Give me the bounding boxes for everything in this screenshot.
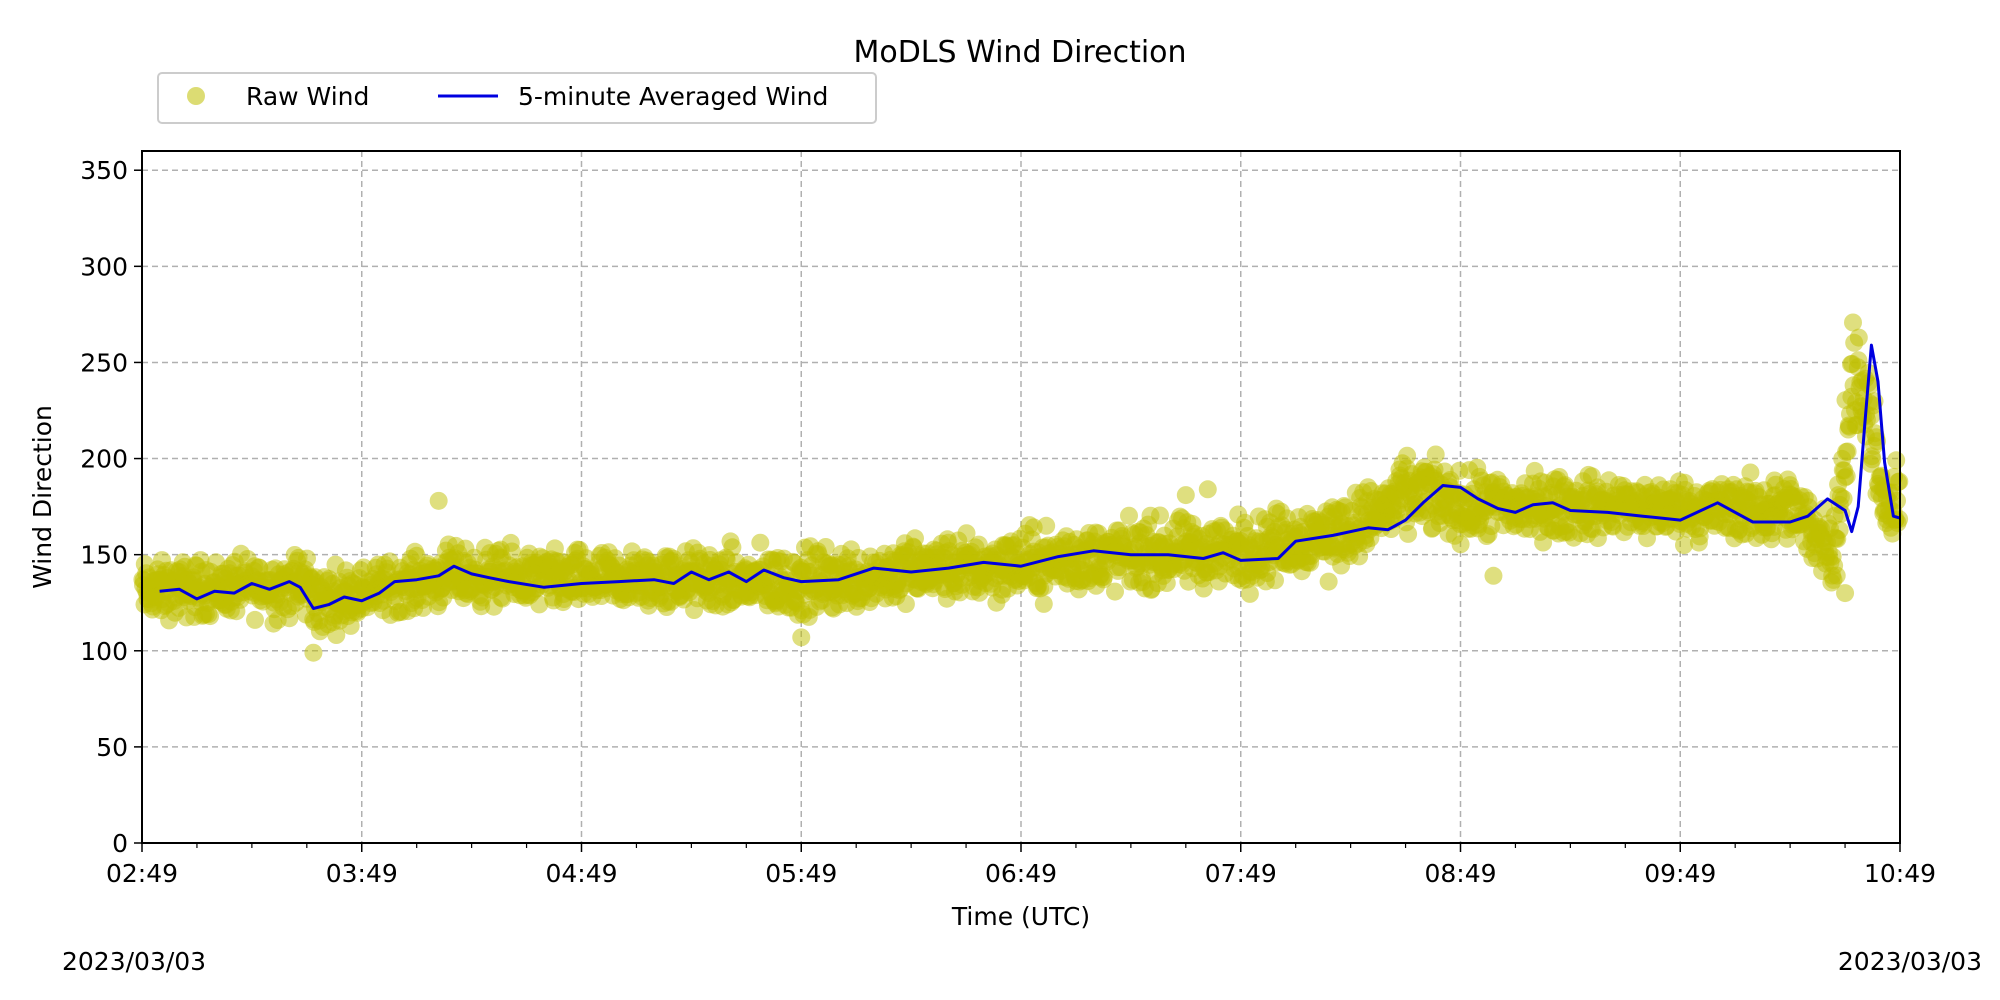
raw-wind-point xyxy=(429,491,448,510)
date-left: 2023/03/03 xyxy=(62,947,206,976)
raw-wind-point xyxy=(1194,579,1213,598)
averaged-wind-line xyxy=(159,343,1901,610)
legend-frame xyxy=(157,72,877,124)
y-tick-label: 250 xyxy=(80,348,128,377)
x-tick-label: 10:49 xyxy=(1864,859,1936,888)
legend-raw-wind-marker xyxy=(187,87,205,105)
grid-lines xyxy=(142,151,1900,843)
raw-wind-point xyxy=(1887,451,1906,470)
x-tick-label: 03:49 xyxy=(326,859,398,888)
raw-wind-point xyxy=(327,626,346,644)
raw-wind-point xyxy=(1319,572,1338,591)
x-tick-label: 05:49 xyxy=(765,859,837,888)
raw-wind-point xyxy=(530,595,549,614)
x-tick-label: 02:49 xyxy=(106,859,178,888)
raw-wind-point xyxy=(906,529,924,548)
x-tick-label: 06:49 xyxy=(985,859,1057,888)
raw-wind-point xyxy=(1844,313,1862,332)
raw-wind-point xyxy=(1534,533,1553,552)
raw-wind-point xyxy=(751,533,770,552)
x-axis-label: Time (UTC) xyxy=(951,902,1090,931)
y-tick-label: 150 xyxy=(80,541,128,570)
y-tick-label: 200 xyxy=(80,445,128,474)
raw-wind-point xyxy=(502,542,521,561)
averaged-wind-series-line xyxy=(159,343,1901,610)
raw-wind-point xyxy=(1830,521,1849,539)
raw-wind-point xyxy=(1484,566,1503,585)
raw-wind-point xyxy=(1266,571,1284,590)
raw-wind-point xyxy=(1151,506,1169,525)
date-right: 2023/03/03 xyxy=(1838,947,1982,976)
raw-wind-point xyxy=(1399,524,1418,543)
raw-wind-point xyxy=(1451,535,1470,554)
y-tick-label: 350 xyxy=(80,156,128,185)
y-tick-label: 0 xyxy=(112,829,128,858)
raw-wind-point xyxy=(1037,516,1056,535)
raw-wind-point xyxy=(1832,504,1851,523)
raw-wind-point xyxy=(1398,446,1417,465)
raw-wind-point xyxy=(1198,480,1217,499)
legend-averaged-wind-label: 5-minute Averaged Wind xyxy=(518,82,828,111)
raw-wind-point xyxy=(201,607,220,626)
raw-wind-point xyxy=(896,595,915,613)
raw-wind-point xyxy=(792,628,811,647)
y-axis-label: Wind Direction xyxy=(28,405,57,589)
raw-wind-point xyxy=(1426,445,1445,464)
raw-wind-point xyxy=(1860,376,1879,395)
raw-wind-point xyxy=(957,524,976,543)
raw-wind-point xyxy=(1863,450,1882,469)
x-tick-label: 04:49 xyxy=(545,859,617,888)
raw-wind-point xyxy=(1176,486,1195,505)
raw-wind-point xyxy=(1849,328,1868,347)
raw-wind-point xyxy=(1094,567,1113,586)
raw-wind-point xyxy=(1240,584,1259,603)
chart-title: MoDLS Wind Direction xyxy=(853,35,1186,70)
raw-wind-point xyxy=(1827,566,1846,585)
x-tick-label: 09:49 xyxy=(1644,859,1716,888)
raw-wind-point xyxy=(1675,536,1693,555)
raw-wind-point xyxy=(1849,351,1868,370)
raw-wind-point xyxy=(723,538,742,557)
y-tick-label: 100 xyxy=(80,637,128,666)
plot-area xyxy=(133,151,1909,843)
raw-wind-point xyxy=(1834,489,1853,508)
legend: Raw Wind 5-minute Averaged Wind xyxy=(157,72,877,124)
legend-raw-wind-label: Raw Wind xyxy=(246,82,369,111)
raw-wind-point xyxy=(1120,506,1138,525)
raw-wind-point xyxy=(1106,582,1124,601)
raw-wind-point xyxy=(1741,463,1760,482)
raw-wind-point xyxy=(816,538,835,556)
raw-wind-point xyxy=(304,643,323,662)
x-axis: 02:49 03:49 04:49 05:49 06:49 07:49 08:49 09:49… xyxy=(106,843,1936,888)
y-axis: 0 50 100 150 200 250 300 350 xyxy=(80,156,142,858)
y-tick-label: 50 xyxy=(96,733,128,762)
raw-wind-point xyxy=(1157,574,1176,592)
raw-wind-point xyxy=(1034,594,1053,613)
raw-wind-point xyxy=(1838,442,1857,461)
x-tick-label: 08:49 xyxy=(1424,859,1496,888)
raw-wind-point xyxy=(246,610,264,629)
raw-wind-point xyxy=(1837,467,1856,486)
y-tick-label: 300 xyxy=(80,252,128,281)
raw-wind-point xyxy=(1836,584,1855,603)
x-tick-label: 07:49 xyxy=(1205,859,1277,888)
raw-wind-point xyxy=(298,549,316,568)
